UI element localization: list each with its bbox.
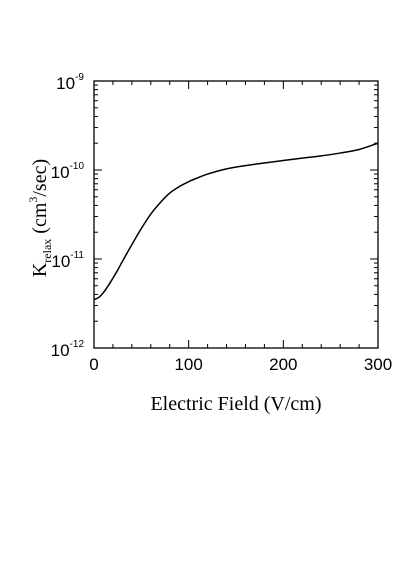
x-tick-label: 300 [364,355,392,374]
y-tick-label: 10-10 [51,161,85,182]
y-tick-label: 10-9 [56,72,84,93]
y-axis-label-unit-close: /sec) [29,159,51,197]
x-axis-label: Electric Field (V/cm) [150,393,321,415]
x-tick-label: 100 [174,355,202,374]
x-tick-label: 200 [269,355,297,374]
y-tick-label-base: 10 [56,74,75,93]
y-tick-label: 10-11 [51,250,84,271]
y-tick-label: 10-12 [51,339,85,360]
y-tick-label-exponent: -10 [70,161,85,172]
y-axis-label: Krelax (cm3/sec) [26,159,54,277]
y-tick-label-base: 10 [51,341,70,360]
y-tick-label-base: 10 [51,163,70,182]
y-axis-label-unit-exp: 3 [26,197,40,203]
y-tick-label-base: 10 [51,252,70,271]
x-tick-labels: 0 100 200 300 [89,355,392,374]
plot-frame [93,80,379,349]
y-tick-label-exponent: -11 [70,250,84,261]
y-axis-label-subscript: relax [40,239,54,263]
y-tick-label-exponent: -9 [75,72,84,83]
series-line [93,142,379,301]
y-axis-label-unit-open: (cm [29,202,51,239]
ticks-layer [93,80,379,349]
y-tick-label-exponent: -12 [70,339,85,350]
x-tick-label: 0 [89,355,98,374]
y-axis-label-main: K [29,262,51,277]
